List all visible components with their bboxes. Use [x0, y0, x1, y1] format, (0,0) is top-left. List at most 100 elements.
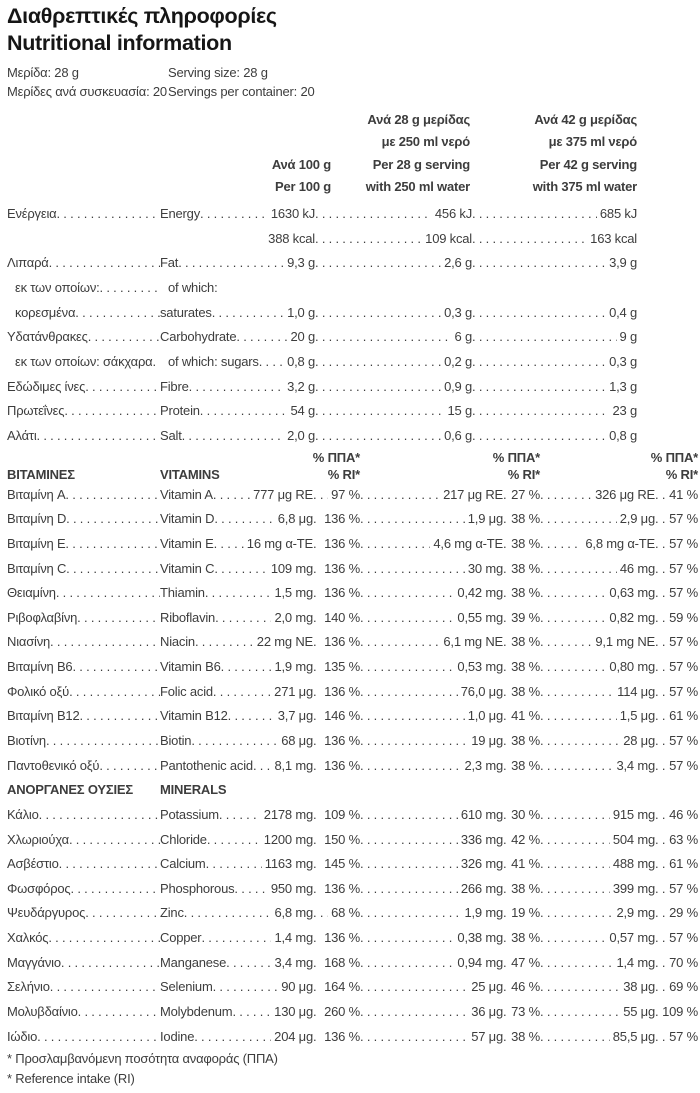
amount-per-42g: 9,1 mg NE	[595, 634, 655, 650]
nutrient-name-greek: Μολυβδαίνιο	[7, 1004, 78, 1020]
amount-per-42g: 38 μg	[623, 979, 655, 995]
amount-per-42g: 0,82 mg	[609, 609, 655, 625]
vitamins-section-title-greek: ΒΙΤΑΜΙΝΕΣ	[7, 466, 75, 482]
greek-label-cell: Φολικό οξύ	[7, 680, 160, 705]
amount-per-42g-cell: 114 μg	[540, 680, 655, 705]
amount-per-42g: 6,8 mg α-TE	[585, 535, 655, 551]
greek-label-cell: Μαγγάνιο	[7, 951, 160, 976]
dot-leader	[88, 325, 160, 350]
amount-per-100g: 1,4 mg	[274, 930, 313, 946]
dot-leader	[360, 901, 461, 926]
ri-percent-42g: 57 %	[669, 930, 698, 946]
nutrient-name-greek: Σελήνιο	[7, 979, 50, 995]
nutrient-name-english: Phosphorous	[160, 880, 235, 896]
ri-percent-100g: 140 %	[324, 609, 360, 625]
ri-percent-28g: 38 %	[511, 634, 540, 650]
dot-leader	[655, 951, 666, 976]
ri-percent-100g: 136 %	[324, 880, 360, 896]
ri-percent-28g-cell: 38 %	[503, 532, 540, 557]
dot-leader	[540, 803, 610, 828]
ri-percent-28g-cell: 41 %	[503, 852, 540, 877]
dot-leader	[472, 251, 606, 276]
amount-per-42g-cell: 6,8 mg α-TE	[540, 532, 655, 557]
dot-leader	[221, 655, 272, 680]
ri-percent-28g: 38 %	[511, 683, 540, 699]
dot-leader	[540, 1025, 610, 1050]
ri-percent-28g: 38 %	[511, 659, 540, 675]
greek-label-cell: Πρωτεΐνες	[7, 399, 160, 424]
amount-per-28g: 6,1 mg NE	[443, 634, 503, 650]
nutrient-name-english: Vitamin C	[160, 560, 215, 576]
dot-leader	[64, 399, 160, 424]
dot-leader	[39, 803, 160, 828]
nutrient-name-greek: Παντοθενικό οξύ	[7, 757, 100, 773]
value-per-42g: 23 g	[612, 403, 637, 419]
table-row: Χλωριούχα Chloride 1200 mg 150 % 336 mg 42 % 5…	[0, 828, 700, 853]
nutrient-name-greek: Βιταμίνη C	[7, 560, 67, 576]
table-row: Ενέργεια Energy 1630 kJ 456 kJ 685 kJ	[0, 202, 700, 227]
ri-percent-28g-cell: 46 %	[503, 975, 540, 1000]
ri-percent-42g: 57 %	[669, 585, 698, 601]
dot-leader	[313, 852, 321, 877]
amount-per-100g: 1163 mg	[264, 856, 313, 872]
table-row: Θειαμίνη Thiamin 1,5 mg 136 % 0,42 mg 38 % 0,6…	[0, 581, 700, 606]
ri-header-col3: % RI*	[665, 466, 698, 482]
amount-per-28g: 1,9 μg	[467, 511, 503, 527]
amount-per-28g: 326 mg	[460, 856, 503, 872]
value-per-100g: 1,0 g	[287, 304, 315, 320]
table-row: Αλάτι Salt 2,0 g 0,6 g 0,8 g	[0, 424, 700, 449]
ri-percent-100g-cell: 146 %	[313, 704, 360, 729]
column-header-line-2: με 250 ml νερό με 375 ml νερό	[0, 131, 700, 153]
dot-leader	[360, 754, 461, 779]
amount-per-100g: 950 mg	[270, 880, 313, 896]
dot-leader	[655, 630, 666, 655]
ri-percent-42g-cell: 57 %	[655, 507, 698, 532]
serving-info: Μερίδα: 28 g Serving size: 28 g Μερίδες …	[0, 63, 700, 101]
amount-per-28g: 0,53 mg	[457, 659, 503, 675]
dot-leader	[189, 375, 284, 400]
value-per-42g: 0,4 g	[609, 304, 637, 320]
nutrient-name-greek: Ψευδάργυρος	[7, 905, 86, 921]
nutrient-name-english: Zinc	[160, 905, 184, 921]
amount-per-42g-cell: 2,9 μg	[540, 507, 655, 532]
table-row: Βιταμίνη B12 Vitamin B12 3,7 μg 146 % 1,0 μg…	[0, 704, 700, 729]
nutrient-name-greek: Αλάτι	[7, 427, 37, 443]
servings-per-container-greek: Μερίδες ανά συσκευασία: 20	[7, 84, 167, 99]
dot-leader	[72, 655, 160, 680]
dot-leader	[313, 1000, 321, 1025]
page-title-greek: Διαθρεπτικές πληροφορίες	[7, 4, 277, 28]
english-label-cell: Fibre 3,2 g	[160, 375, 315, 400]
ri-percent-100g-cell: 136 %	[313, 680, 360, 705]
amount-per-42g: 46 mg	[619, 560, 655, 576]
amount-per-42g: 2,9 mg	[616, 905, 655, 921]
amount-per-42g: 85,5 μg	[612, 1028, 655, 1044]
dot-leader	[226, 951, 271, 976]
amount-per-42g-cell: 38 μg	[540, 975, 655, 1000]
amount-per-28g: 4,6 mg α-TE	[433, 535, 503, 551]
dot-leader	[655, 803, 666, 828]
nutrient-name-greek: Βιταμίνη B6	[7, 659, 73, 675]
dot-leader	[360, 655, 454, 680]
ri-percent-100g-cell: 68 %	[313, 901, 360, 926]
dot-leader	[360, 606, 454, 631]
greek-label-cell: Λιπαρά	[7, 251, 160, 276]
dot-leader	[315, 227, 422, 252]
macronutrients-table: Ενέργεια Energy 1630 kJ 456 kJ 685 kJ 388 kca…	[0, 202, 700, 448]
value-per-100g: 388 kcal	[268, 230, 315, 246]
nutrient-name-english: Protein	[160, 403, 200, 419]
nutrient-name-greek: Χλωριούχα	[7, 831, 69, 847]
dot-leader	[48, 926, 160, 951]
col-per-42g-header-el-1: Ανά 42 g μερίδας	[534, 112, 637, 127]
table-row: Ψευδάργυρος Zinc 6,8 mg 68 % 1,9 mg 19 % 2,9 m…	[0, 901, 700, 926]
dot-leader	[472, 325, 617, 350]
dot-leader	[360, 877, 458, 902]
dot-leader	[37, 1025, 160, 1050]
ri-percent-28g-cell: 38 %	[503, 507, 540, 532]
nutrient-name-greek: Βιταμίνη D	[7, 511, 67, 527]
dot-leader	[655, 901, 666, 926]
amount-per-28g-cell: 266 mg	[360, 877, 503, 902]
dot-leader	[79, 704, 160, 729]
amount-per-28g: 36 μg	[471, 1004, 503, 1020]
ri-percent-42g-cell: 69 %	[655, 975, 698, 1000]
dot-leader	[75, 301, 160, 326]
